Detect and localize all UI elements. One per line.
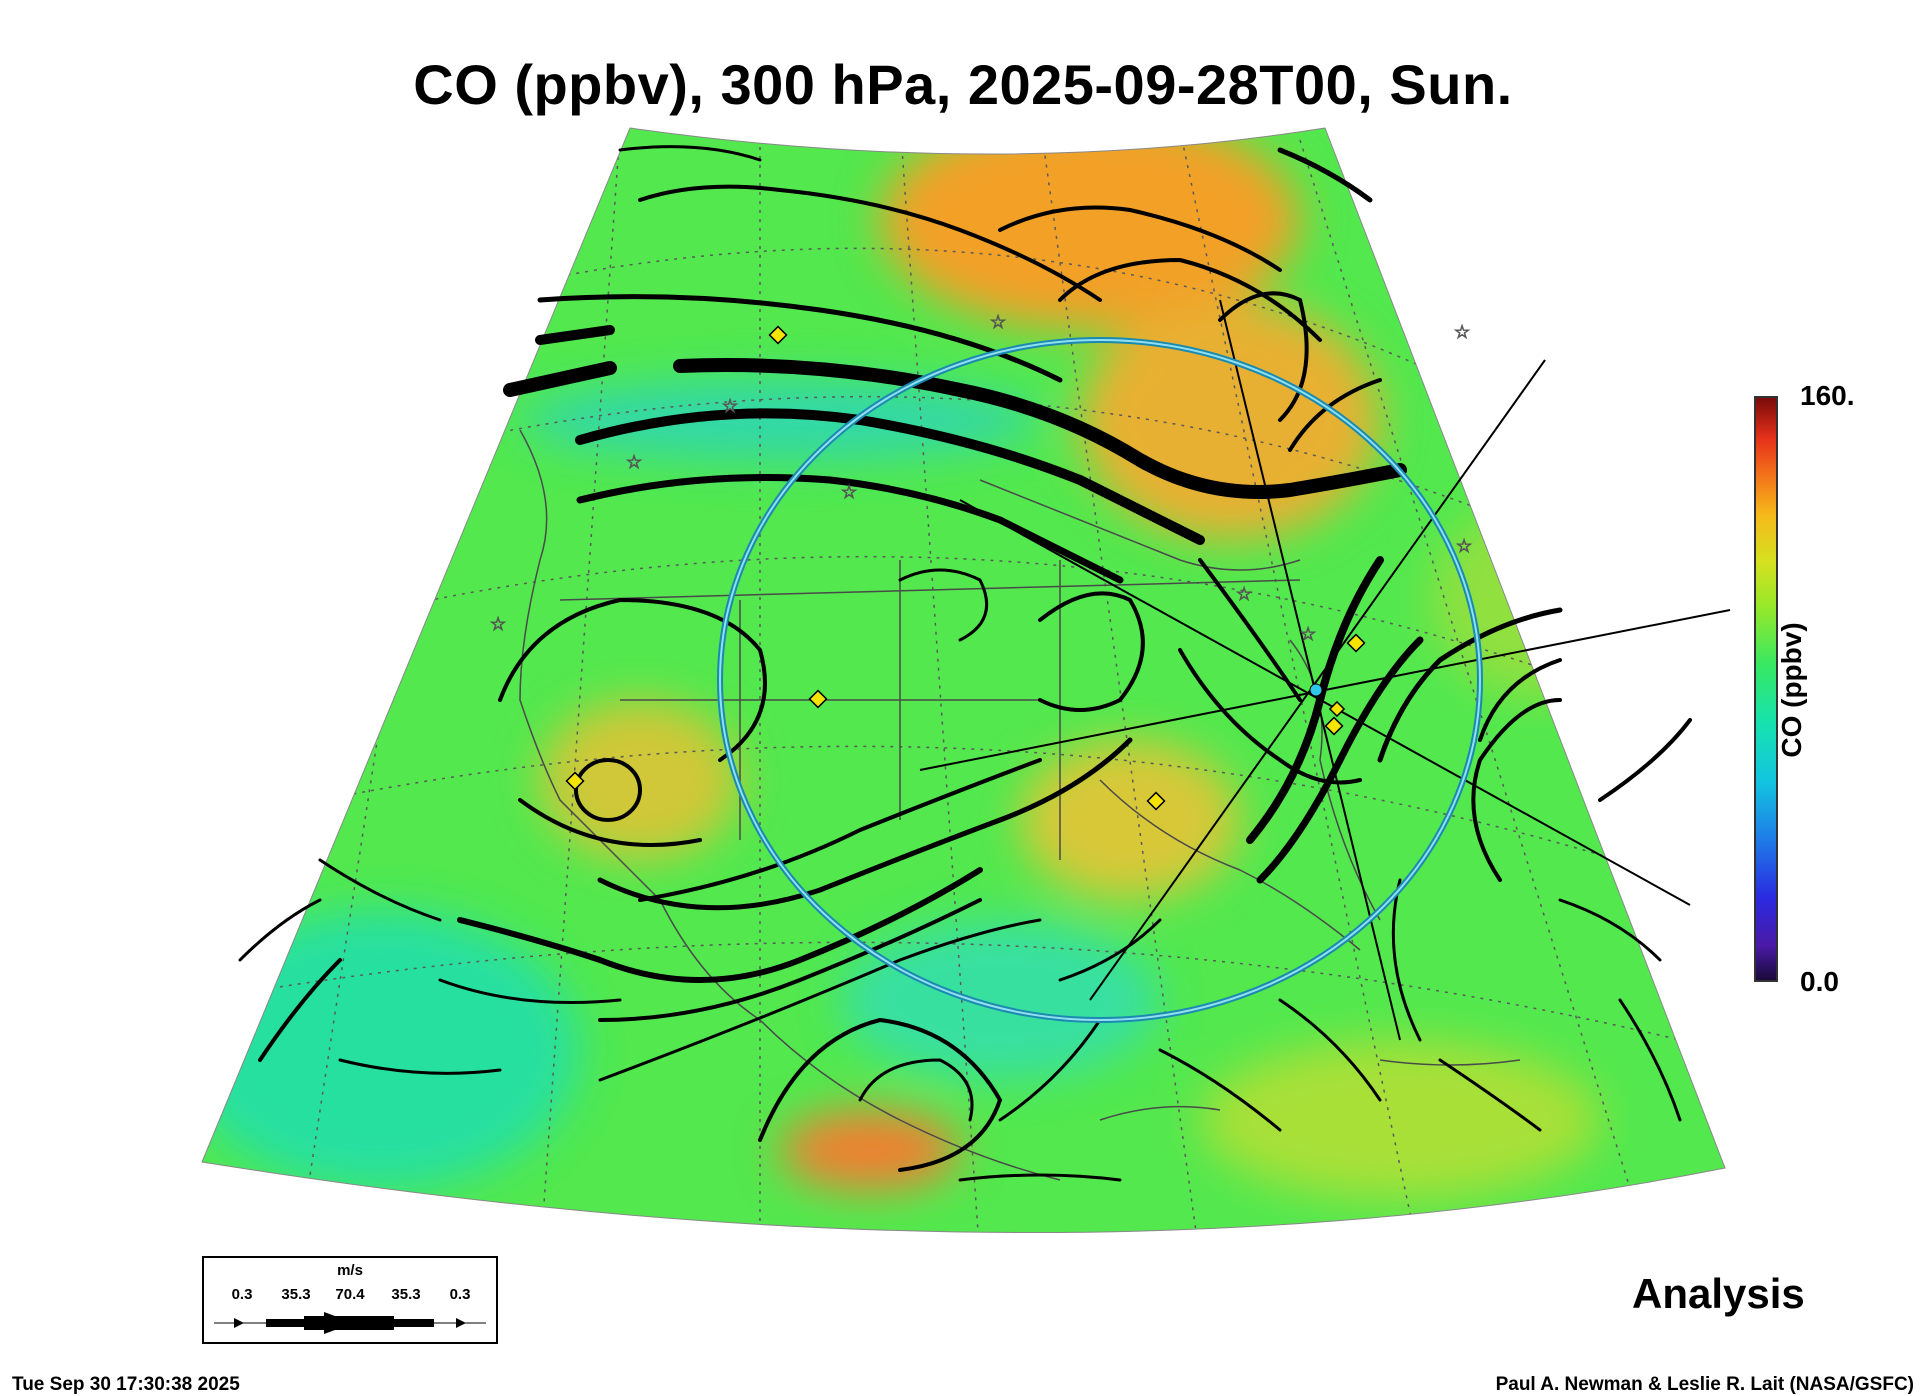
credit-line: Paul A. Newman & Leslie R. Lait (NASA/GS… [1495,1374,1914,1395]
legend-tick: 0.3 [449,1286,471,1303]
legend-tick: 0.3 [231,1286,253,1303]
co-field [202,128,1725,1233]
legend-tick: 35.3 [281,1286,311,1303]
svg-text:☆: ☆ [990,312,1006,332]
wind-speed-legend: m/s 0.3 35.3 70.4 35.3 0.3 [202,1256,498,1344]
svg-text:☆: ☆ [841,482,857,502]
svg-text:☆: ☆ [490,614,506,634]
map-title: CO (ppbv), 300 hPa, 2025-09-28T00, Sun. [413,53,1513,116]
range-ring [717,337,1483,1023]
svg-text:☆: ☆ [1456,536,1472,556]
svg-text:☆: ☆ [1300,624,1316,644]
colorbar-min-label: 0.0 [1800,966,1839,997]
colorbar-max-label: 160. [1800,380,1855,411]
svg-text:☆: ☆ [1454,322,1470,342]
station-stars: ☆ ☆ ☆ ☆ ☆ ☆ ☆ ☆ ☆ [490,312,1473,645]
legend-tick: 35.3 [391,1286,421,1303]
legend-unit: m/s [337,1262,363,1279]
svg-text:☆: ☆ [722,396,738,416]
flight-tracks [919,299,1731,1041]
render-timestamp: Tue Sep 30 17:30:38 2025 [12,1374,240,1395]
site-markers [565,325,1366,811]
legend-arrow-scale [214,1312,486,1334]
map-frame [201,127,1726,1233]
analysis-label: Analysis [1632,1270,1805,1317]
svg-text:☆: ☆ [1236,584,1252,604]
svg-text:☆: ☆ [626,452,642,472]
legend-tick: 70.4 [335,1286,365,1303]
wind-streamlines [238,145,1692,1182]
colorbar [1754,396,1778,982]
colorbar-title: CO (ppbv) [1776,622,1807,758]
